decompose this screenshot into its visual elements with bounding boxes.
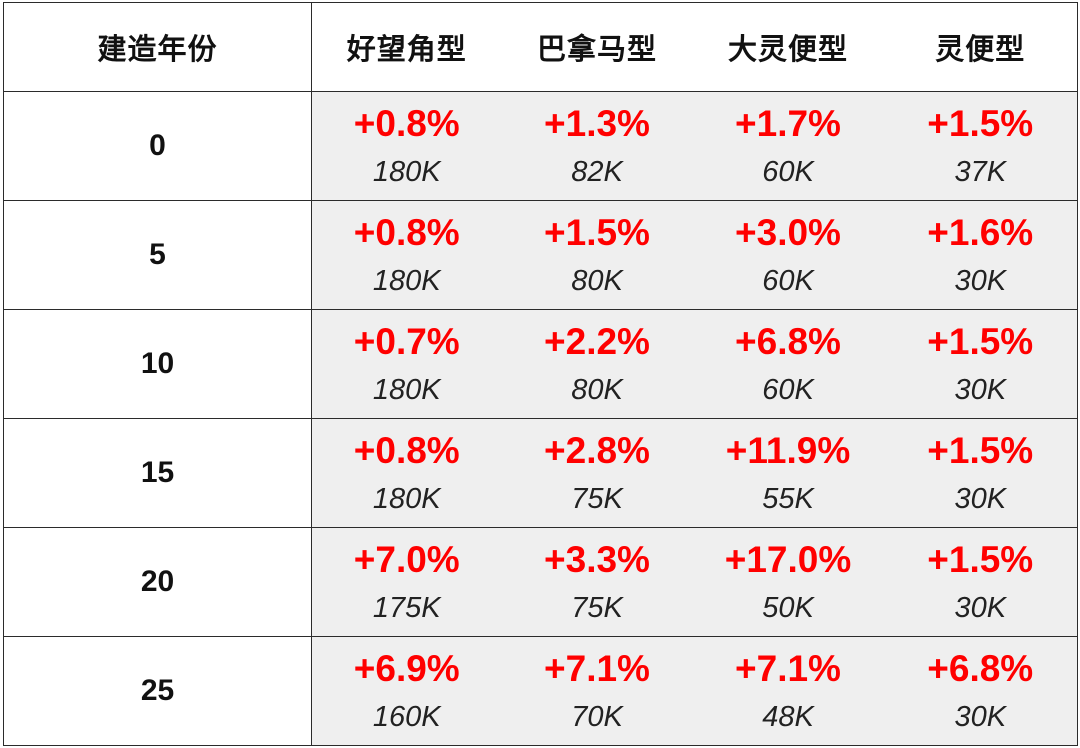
pct-change: +7.1% — [735, 648, 841, 689]
year-cell: 5 — [3, 200, 312, 310]
pct-change: +17.0% — [724, 539, 852, 580]
data-cell: +1.5% 37K — [883, 91, 1078, 201]
pct-change: +3.3% — [544, 539, 650, 580]
tonnage-value: 82K — [571, 156, 623, 188]
data-cell: +1.5% 80K — [501, 200, 693, 310]
tonnage-value: 50K — [762, 592, 814, 624]
tonnage-value: 60K — [762, 156, 814, 188]
data-cell: +6.9% 160K — [311, 636, 502, 746]
tonnage-value: 180K — [372, 374, 441, 406]
data-cell: +1.5% 30K — [883, 527, 1078, 637]
price-change-table: 建造年份 好望角型 巴拿马型 大灵便型 灵便型 0 +0.8% 180K +1.3… — [3, 2, 1078, 746]
table-row: 10 +0.7% 180K +2.2% 80K +6.8% 60K +1.5% 30K — [3, 309, 1078, 419]
tonnage-value: 80K — [571, 265, 623, 297]
tonnage-value: 180K — [372, 483, 441, 515]
data-cell: +0.8% 180K — [311, 200, 502, 310]
header-capesize: 好望角型 — [311, 2, 502, 92]
tonnage-value: 30K — [954, 374, 1007, 406]
pct-change: +1.5% — [544, 212, 650, 253]
tonnage-value: 75K — [571, 592, 623, 624]
tonnage-value: 80K — [571, 374, 623, 406]
pct-change: +1.3% — [544, 103, 650, 144]
pct-change: +3.0% — [735, 212, 841, 253]
pct-change: +1.5% — [927, 321, 1034, 362]
tonnage-value: 70K — [571, 701, 623, 733]
data-cell: +0.8% 180K — [311, 91, 502, 201]
year-cell: 25 — [3, 636, 312, 746]
tonnage-value: 180K — [372, 156, 441, 188]
table-row: 0 +0.8% 180K +1.3% 82K +1.7% 60K +1.5% 37K — [3, 91, 1078, 201]
year-cell: 15 — [3, 418, 312, 528]
tonnage-value: 30K — [954, 265, 1007, 297]
tonnage-value: 30K — [954, 592, 1007, 624]
data-cell: +7.0% 175K — [311, 527, 502, 637]
pct-change: +2.8% — [544, 430, 650, 471]
data-cell: +0.8% 180K — [311, 418, 502, 528]
header-panamax: 巴拿马型 — [501, 2, 693, 92]
year-cell: 10 — [3, 309, 312, 419]
data-cell: +6.8% 30K — [883, 636, 1078, 746]
pct-change: +1.5% — [927, 539, 1034, 580]
year-cell: 20 — [3, 527, 312, 637]
pct-change: +1.5% — [927, 430, 1034, 471]
pct-change: +11.9% — [725, 430, 851, 471]
tonnage-value: 75K — [571, 483, 623, 515]
data-cell: +1.5% 30K — [883, 309, 1078, 419]
tonnage-value: 55K — [762, 483, 814, 515]
pct-change: +1.5% — [927, 103, 1034, 144]
data-cell: +7.1% 70K — [501, 636, 693, 746]
pct-change: +0.8% — [353, 430, 460, 471]
header-supramax: 大灵便型 — [692, 2, 884, 92]
table-row: 25 +6.9% 160K +7.1% 70K +7.1% 48K +6.8% 30K — [3, 636, 1078, 746]
data-cell: +6.8% 60K — [692, 309, 884, 419]
tonnage-value: 60K — [762, 265, 814, 297]
data-cell: +1.5% 30K — [883, 418, 1078, 528]
pct-change: +1.7% — [735, 103, 841, 144]
pct-change: +0.8% — [353, 103, 460, 144]
header-handysize: 灵便型 — [883, 2, 1078, 92]
data-cell: +1.6% 30K — [883, 200, 1078, 310]
data-cell: +3.0% 60K — [692, 200, 884, 310]
tonnage-value: 160K — [372, 701, 441, 733]
year-cell: 0 — [3, 91, 312, 201]
header-row: 建造年份 好望角型 巴拿马型 大灵便型 灵便型 — [3, 2, 1078, 92]
pct-change: +2.2% — [544, 321, 650, 362]
data-cell: +11.9% 55K — [692, 418, 884, 528]
data-cell: +2.8% 75K — [501, 418, 693, 528]
pct-change: +6.8% — [735, 321, 841, 362]
tonnage-value: 175K — [372, 592, 441, 624]
pct-change: +7.0% — [353, 539, 460, 580]
tonnage-value: 37K — [954, 156, 1007, 188]
table-row: 20 +7.0% 175K +3.3% 75K +17.0% 50K +1.5% 30K — [3, 527, 1078, 637]
tonnage-value: 30K — [954, 483, 1007, 515]
pct-change: +6.9% — [353, 648, 460, 689]
pct-change: +6.8% — [927, 648, 1034, 689]
data-cell: +1.7% 60K — [692, 91, 884, 201]
data-cell: +2.2% 80K — [501, 309, 693, 419]
pct-change: +1.6% — [927, 212, 1034, 253]
data-cell: +3.3% 75K — [501, 527, 693, 637]
tonnage-value: 60K — [762, 374, 814, 406]
pct-change: +0.7% — [353, 321, 460, 362]
data-cell: +1.3% 82K — [501, 91, 693, 201]
data-cell: +7.1% 48K — [692, 636, 884, 746]
table-container: 建造年份 好望角型 巴拿马型 大灵便型 灵便型 0 +0.8% 180K +1.3… — [3, 2, 1078, 746]
header-build-year: 建造年份 — [3, 2, 312, 92]
table-row: 5 +0.8% 180K +1.5% 80K +3.0% 60K +1.6% 30K — [3, 200, 1078, 310]
tonnage-value: 30K — [954, 701, 1007, 733]
pct-change: +0.8% — [353, 212, 460, 253]
tonnage-value: 180K — [372, 265, 441, 297]
tonnage-value: 48K — [762, 701, 814, 733]
table-row: 15 +0.8% 180K +2.8% 75K +11.9% 55K +1.5% 30K — [3, 418, 1078, 528]
data-cell: +0.7% 180K — [311, 309, 502, 419]
data-cell: +17.0% 50K — [692, 527, 884, 637]
pct-change: +7.1% — [544, 648, 650, 689]
